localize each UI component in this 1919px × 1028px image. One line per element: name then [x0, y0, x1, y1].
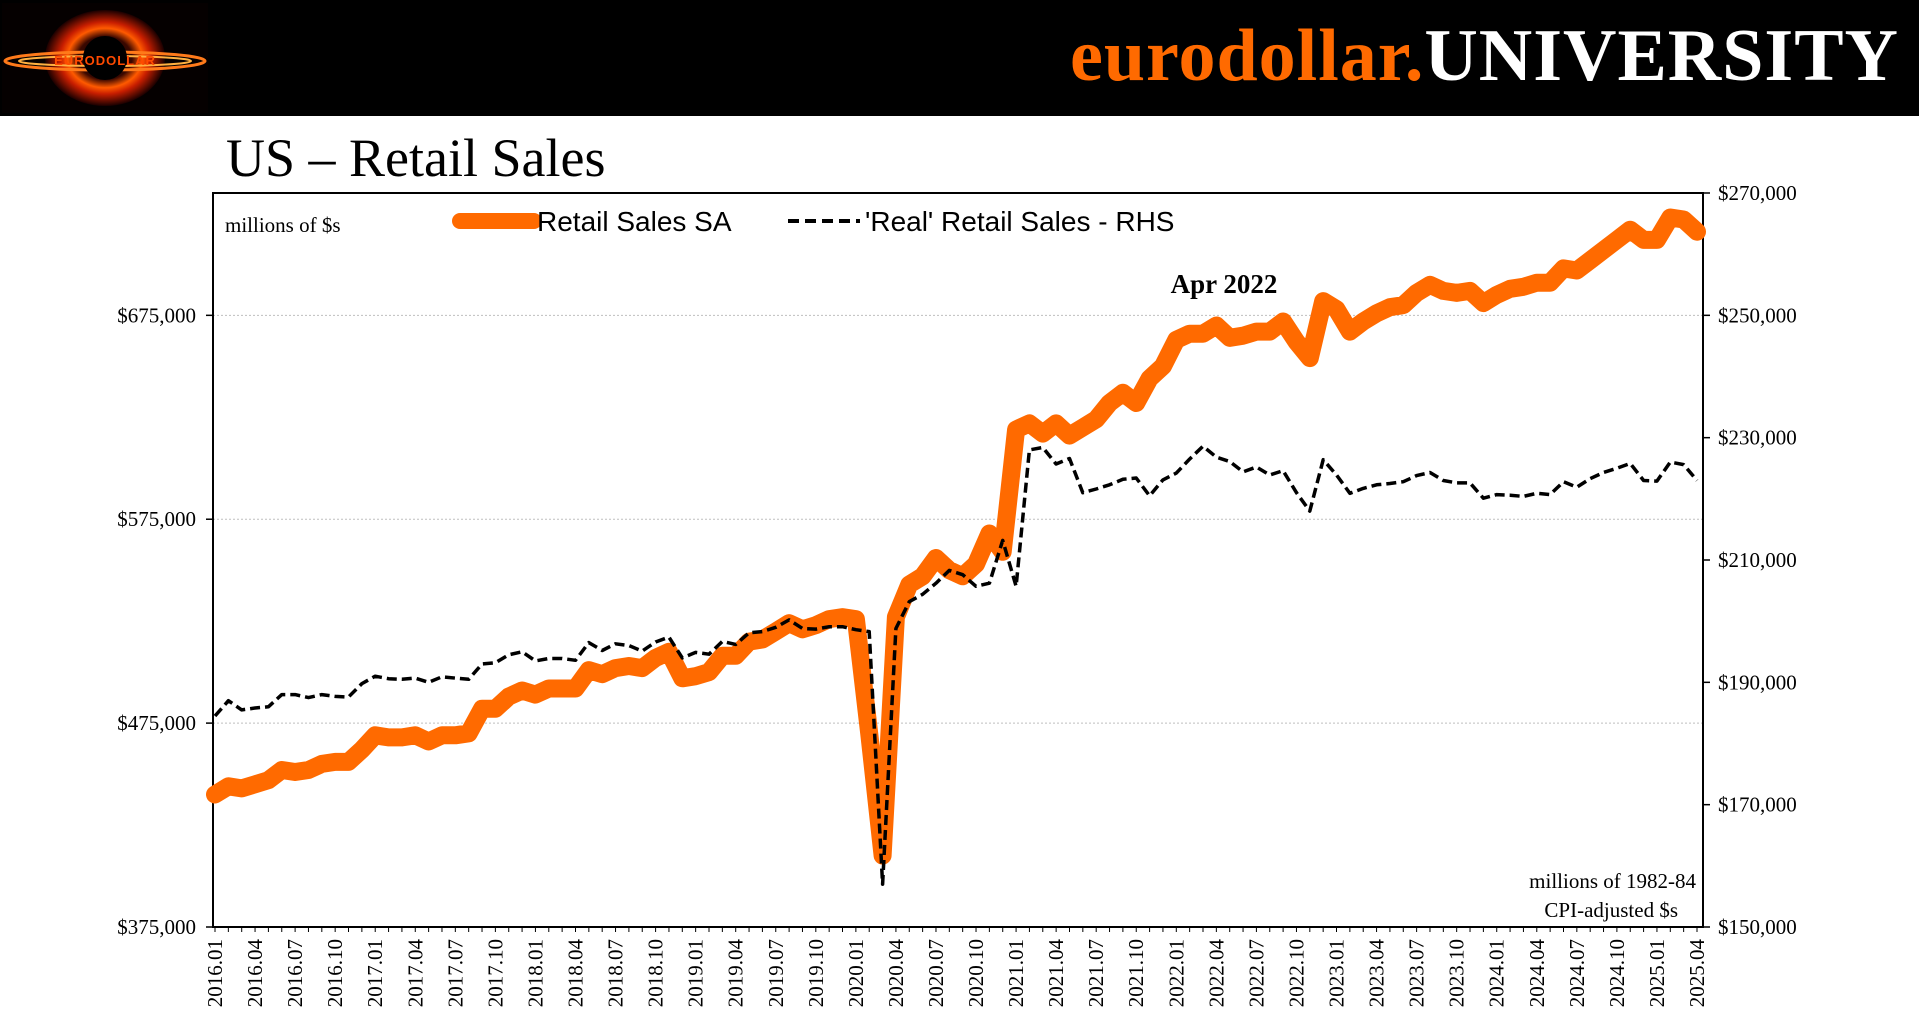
page-title: US – Retail Sales: [226, 128, 606, 188]
x-tick-label: 2023.01: [1325, 939, 1349, 1007]
x-tick-label: 2017.10: [483, 939, 507, 1007]
right-tick-label: $270,000: [1718, 181, 1797, 205]
x-tick-label: 2023.10: [1445, 939, 1469, 1007]
x-tick-label: 2019.01: [684, 939, 708, 1007]
x-tick-label: 2017.07: [443, 939, 467, 1007]
right-tick-label: $230,000: [1718, 426, 1797, 450]
left-axis-unit-note: millions of $s: [225, 213, 341, 237]
x-tick-label: 2024.01: [1485, 939, 1509, 1007]
x-tick-label: 2016.10: [323, 939, 347, 1007]
x-tick-label: 2019.10: [804, 939, 828, 1007]
x-tick-label: 2021.07: [1084, 939, 1108, 1007]
x-tick-label: 2024.04: [1525, 939, 1549, 1008]
series-layer: [206, 208, 1706, 886]
logo-text: EURODOLLAR: [54, 53, 156, 68]
brand-part-white: UNIVERSITY: [1424, 15, 1899, 97]
x-tick-label: 2023.04: [1365, 939, 1389, 1008]
brand-wordmark: eurodollar.UNIVERSITY: [1070, 8, 1899, 104]
x-tick-label: 2025.04: [1685, 939, 1709, 1008]
x-tick-label: 2021.10: [1124, 939, 1148, 1007]
x-tick-label: 2019.04: [724, 939, 748, 1008]
x-tick-label: 2020.07: [924, 939, 948, 1007]
legend: Retail Sales SA 'Real' Retail Sales - RH…: [452, 206, 1174, 237]
left-axis-ticks: $375,000 $475,000 $575,000 $675,000: [117, 303, 213, 939]
x-tick-label: 2017.01: [363, 939, 387, 1007]
left-tick-label: $575,000: [117, 507, 196, 531]
right-tick-label: $250,000: [1718, 303, 1797, 327]
legend-label-real-retail-sales: 'Real' Retail Sales - RHS: [865, 206, 1174, 237]
annotation-apr-2022: Apr 2022: [1171, 269, 1278, 299]
right-tick-label: $210,000: [1718, 548, 1797, 572]
x-tick-label: 2017.04: [403, 939, 427, 1008]
x-tick-label: 2018.10: [644, 939, 668, 1007]
x-tick-label: 2022.01: [1164, 939, 1188, 1007]
left-tick-label: $375,000: [117, 915, 196, 939]
left-tick-label: $475,000: [117, 711, 196, 735]
x-tick-label: 2024.10: [1605, 939, 1629, 1007]
x-tick-label: 2016.07: [283, 939, 307, 1007]
right-axis-unit-note-line2: CPI-adjusted $s: [1544, 898, 1678, 922]
x-tick-label: 2021.04: [1044, 939, 1068, 1008]
x-tick-label: 2025.01: [1645, 939, 1669, 1007]
x-tick-label: 2021.01: [1004, 939, 1028, 1007]
series-retail-sales-line: [206, 208, 1706, 865]
x-tick-label: 2022.04: [1204, 939, 1228, 1008]
x-tick-label: 2022.10: [1284, 939, 1308, 1007]
x-tick-label: 2024.07: [1565, 939, 1589, 1007]
x-tick-label: 2020.01: [844, 939, 868, 1007]
x-axis-ticks: 2016.01 2016.04 2016.07 2016.10 2017.01 2017.…: [203, 927, 1709, 1007]
x-tick-label: 2019.07: [764, 939, 788, 1007]
eurodollar-logo: EURODOLLAR: [2, 3, 208, 113]
right-tick-label: $190,000: [1718, 670, 1797, 694]
x-tick-label: 2020.04: [884, 939, 908, 1008]
x-tick-label: 2016.01: [203, 939, 227, 1007]
x-tick-label: 2022.07: [1244, 939, 1268, 1007]
series-real-retail-sales-line: [213, 444, 1699, 886]
right-tick-label: $150,000: [1718, 915, 1797, 939]
right-tick-label: $170,000: [1718, 793, 1797, 817]
gridlines: [213, 314, 1703, 724]
left-tick-label: $675,000: [117, 303, 196, 327]
x-tick-label: 2018.07: [604, 939, 628, 1007]
right-axis-ticks: $150,000 $170,000 $190,000 $210,000 $230,000…: [1703, 181, 1797, 939]
x-tick-label: 2023.07: [1405, 939, 1429, 1007]
x-tick-label: 2018.04: [563, 939, 587, 1008]
header-banner: EURODOLLAR eurodollar.UNIVERSITY: [0, 0, 1919, 116]
x-tick-label: 2020.10: [964, 939, 988, 1007]
right-axis-unit-note-line1: millions of 1982-84: [1529, 869, 1696, 893]
brand-part-orange: eurodollar.: [1069, 15, 1425, 97]
legend-label-retail-sales: Retail Sales SA: [537, 206, 732, 237]
x-tick-label: 2016.04: [243, 939, 267, 1008]
x-tick-label: 2018.01: [523, 939, 547, 1007]
